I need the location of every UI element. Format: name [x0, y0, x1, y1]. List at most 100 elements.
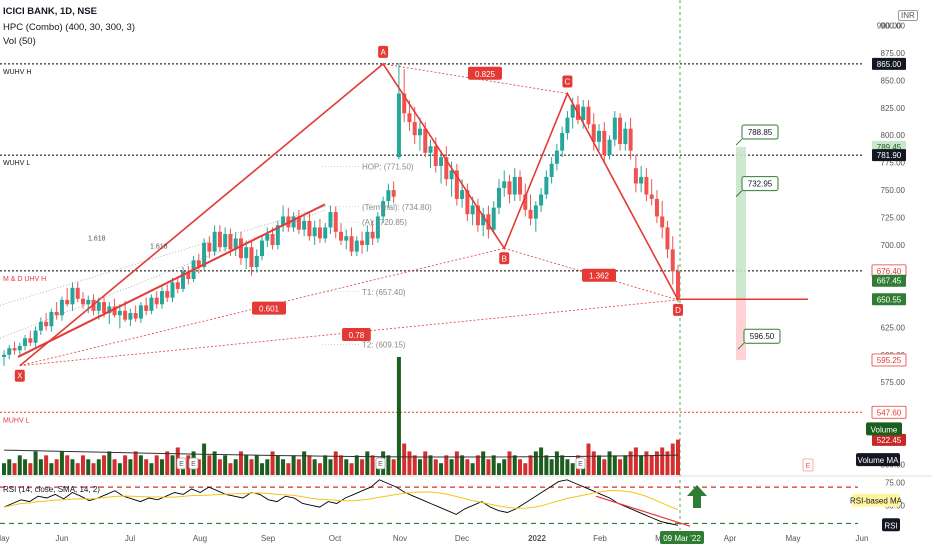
pattern-point-label: D [675, 306, 681, 315]
volume-bar [539, 447, 544, 475]
volume-bar [660, 447, 665, 475]
volume-bar [54, 459, 59, 475]
candle-body [502, 181, 507, 188]
candle-body [7, 348, 12, 355]
price-axis-label-text: 650.55 [877, 295, 902, 304]
future-earnings-marker-icon [802, 458, 814, 472]
volume-bar [207, 455, 212, 475]
target-zone [736, 146, 746, 300]
candle-body [144, 305, 149, 311]
rsi-ma-line [3, 490, 679, 511]
price-axis-label-bg [871, 353, 907, 367]
price-tick-label: 900.00 [881, 21, 906, 30]
volume-bar [75, 463, 80, 475]
volume-bar [86, 459, 91, 475]
time-tick-label: Oct [329, 534, 342, 543]
level-label: M & D UHV H [3, 276, 46, 283]
earnings-marker-icon [375, 457, 386, 470]
volume-bar [312, 459, 317, 475]
volume-bar [59, 451, 64, 475]
volume-bar [391, 459, 396, 475]
pattern-point-badge [378, 45, 389, 58]
volume-bar [402, 443, 407, 475]
volume-bar [544, 455, 549, 475]
chart-title: ICICI BANK, 1D, NSE [3, 6, 97, 17]
candle-body [496, 187, 501, 208]
volume-bar [202, 443, 207, 475]
volume-bar [507, 451, 512, 475]
volume-bar [102, 455, 107, 475]
fib-label: 1.618 [88, 236, 106, 243]
currency-label[interactable]: INR [898, 10, 918, 21]
volume-label-text: Volume [871, 425, 898, 434]
candle-body [612, 117, 617, 140]
volume-bar [96, 459, 101, 475]
volume-bar [291, 455, 296, 475]
candle-body [254, 255, 259, 267]
volume-bar [333, 451, 338, 475]
candle-body [365, 231, 370, 245]
time-tick-label: Jul [125, 534, 135, 543]
volume-bar [144, 459, 149, 475]
candle-body [344, 236, 349, 241]
candle-body [296, 216, 301, 230]
candle-body [2, 354, 6, 357]
candle-body [602, 130, 607, 155]
price-axis-label-bg [872, 274, 906, 287]
volume-bar [496, 463, 501, 475]
volume-bar [386, 455, 391, 475]
volume-bar [396, 357, 401, 475]
target-label: (A): (720.85) [362, 218, 407, 227]
price-axis-label-bg [872, 433, 906, 446]
candle-body [154, 297, 159, 305]
projection-callout-text: 732.95 [748, 180, 773, 189]
volume-bar [523, 463, 528, 475]
candle-body [449, 170, 454, 180]
projection-callout-pointer [735, 138, 743, 146]
candle-body [265, 234, 270, 241]
rsi-tick-label: 75.00 [885, 479, 906, 488]
candle-body [38, 321, 43, 331]
volume-bar [260, 463, 265, 475]
candle-body [581, 106, 586, 120]
candle-body [307, 220, 312, 237]
candle-body [486, 214, 491, 230]
candle-body [212, 231, 217, 252]
volume-bar [17, 455, 22, 475]
candle-body [354, 240, 359, 252]
candle-body [312, 227, 317, 237]
volume-bar [354, 455, 359, 475]
candle-body [402, 93, 407, 114]
earnings-marker-letter: E [179, 461, 184, 468]
price-tick-label: 575.00 [881, 378, 906, 387]
price-tick-label: 725.00 [881, 214, 906, 223]
volume-bar [217, 459, 222, 475]
candle-body [70, 287, 75, 305]
candle-body [302, 220, 307, 230]
stop-zone [736, 299, 746, 360]
projection-callout-text: 788.85 [748, 128, 773, 137]
volume-bar [370, 455, 375, 475]
volume-bar [65, 455, 70, 475]
price-tick-label: 800.00 [881, 131, 906, 140]
price-axis-label: 865.00 [872, 57, 906, 70]
volume-bar [670, 443, 675, 475]
candle-body [317, 227, 322, 239]
price-axis-label-bg [872, 149, 906, 162]
volume-bar [265, 459, 270, 475]
candle-body [170, 282, 175, 298]
earnings-marker-icon [575, 457, 586, 470]
pattern-point-label: X [17, 372, 23, 381]
candle-body [44, 321, 49, 327]
volume-bar [339, 455, 343, 475]
price-axis-label-bg [872, 57, 906, 70]
earnings-marker-letter: E [191, 461, 196, 468]
time-tick-label: Jun [856, 534, 869, 543]
candle-body [238, 238, 243, 259]
target-label: (Terminal): (734.80) [362, 203, 432, 212]
volume-bar [649, 455, 654, 475]
ratio-label: 1.362 [582, 268, 616, 282]
volume-bar [49, 463, 54, 475]
volume-bar [196, 459, 201, 475]
